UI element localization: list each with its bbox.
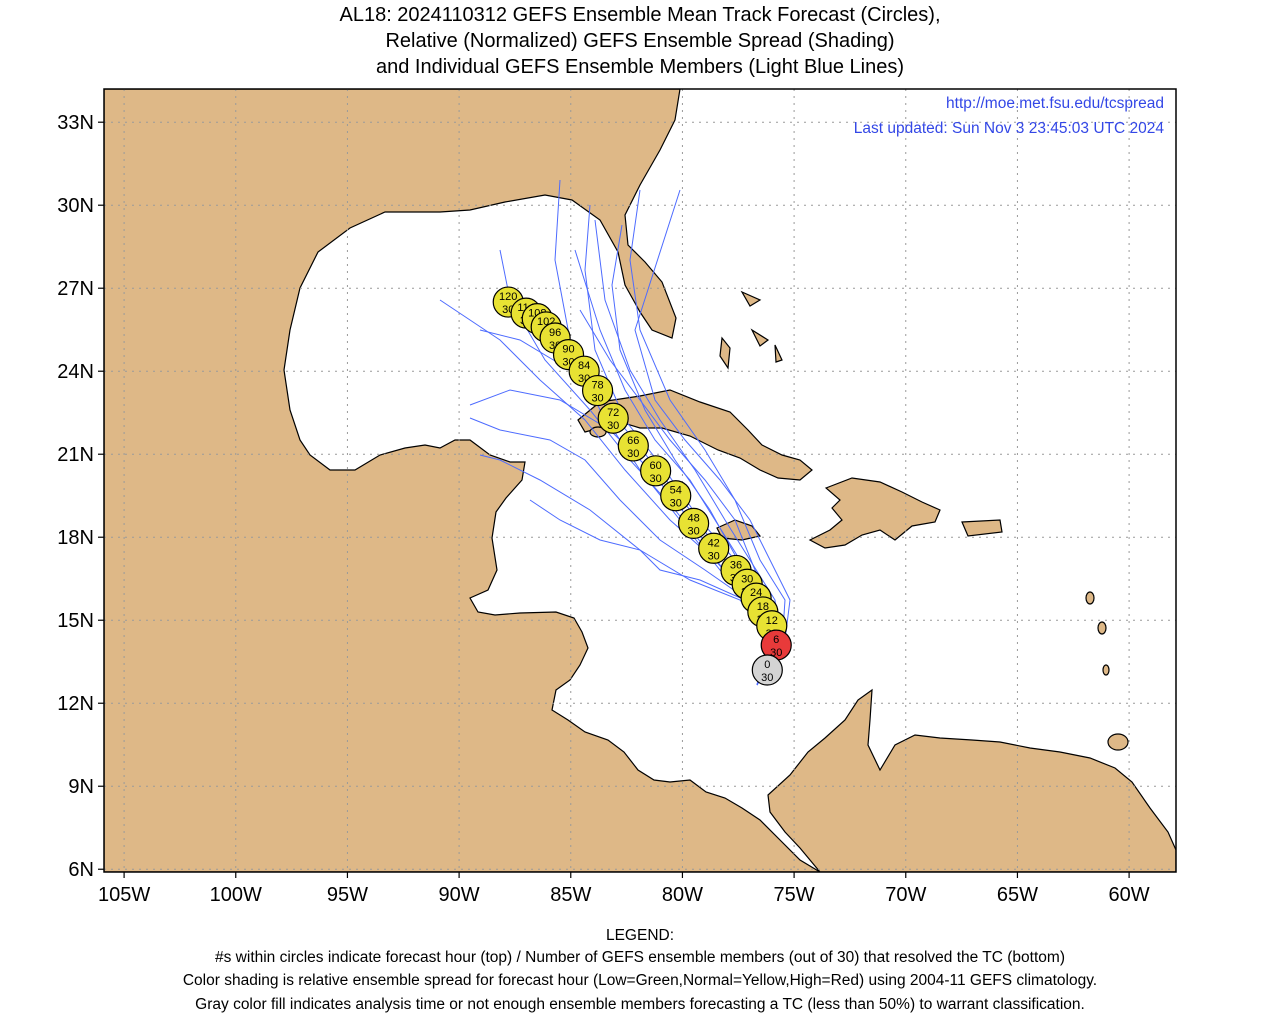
lon-label: 95W bbox=[327, 884, 368, 906]
track-circle bbox=[597, 402, 629, 434]
latitude-labels: 33N 30N 27N 24N 21N 18N 15N 12N 9N 6N bbox=[57, 112, 104, 881]
lon-label: 100W bbox=[210, 884, 262, 906]
last-updated: Last updated: Sun Nov 3 23:45:03 UTC 202… bbox=[854, 120, 1165, 137]
title-line-1: AL18: 2024110312 GEFS Ensemble Mean Trac… bbox=[339, 4, 941, 26]
forecast-hour: 60 bbox=[650, 460, 662, 472]
lat-label: 15N bbox=[57, 610, 94, 632]
member-count: 30 bbox=[687, 525, 699, 537]
member-count: 30 bbox=[708, 550, 720, 562]
track-circle bbox=[581, 374, 614, 407]
longitude-labels: 105W 100W 95W 90W 85W 80W 75W 70W 65W 60W bbox=[98, 872, 1150, 906]
track-circle bbox=[640, 455, 672, 487]
member-count: 30 bbox=[627, 448, 639, 460]
forecast-hour: 48 bbox=[687, 512, 699, 524]
grid bbox=[104, 89, 1176, 872]
lon-label: 70W bbox=[885, 884, 926, 906]
mean-track: 1203011430108301023096309030843078307230… bbox=[492, 286, 792, 686]
land-bahamas-2 bbox=[740, 290, 762, 307]
land-antilles-2 bbox=[1097, 621, 1107, 635]
title-line-3: and Individual GEFS Ensemble Members (Li… bbox=[375, 56, 905, 78]
forecast-hour: 24 bbox=[750, 587, 762, 599]
lat-label: 18N bbox=[57, 527, 94, 549]
lat-label: 12N bbox=[57, 693, 94, 715]
land-trinidad bbox=[1107, 733, 1129, 751]
land-hispaniola bbox=[808, 477, 941, 549]
track-circle bbox=[660, 480, 692, 512]
land-puerto-rico bbox=[961, 519, 1003, 537]
lat-label: 30N bbox=[57, 195, 94, 217]
track-circle bbox=[751, 654, 783, 686]
forecast-hour: 36 bbox=[730, 559, 742, 571]
forecast-hour: 78 bbox=[591, 380, 603, 392]
forecast-hour: 42 bbox=[708, 537, 720, 549]
member-count: 30 bbox=[591, 393, 603, 405]
lat-label: 24N bbox=[57, 361, 94, 383]
lon-label: 75W bbox=[774, 884, 815, 906]
forecast-hour: 12 bbox=[766, 615, 778, 627]
lon-label: 80W bbox=[662, 884, 703, 906]
land-south-america bbox=[767, 688, 1176, 872]
land-bahamas-1 bbox=[719, 336, 731, 370]
lat-label: 33N bbox=[57, 112, 94, 134]
forecast-hour: 30 bbox=[741, 573, 753, 585]
lon-label: 90W bbox=[439, 884, 480, 906]
title-line-2: Relative (Normalized) GEFS Ensemble Spre… bbox=[385, 30, 895, 52]
lat-label: 9N bbox=[68, 776, 94, 798]
member-count: 30 bbox=[670, 498, 682, 510]
credit-url[interactable]: http://moe.met.fsu.edu/tcspread bbox=[946, 95, 1164, 112]
land-layer bbox=[104, 89, 1176, 872]
legend-heading: LEGEND: bbox=[605, 927, 675, 944]
forecast-hour: 18 bbox=[757, 601, 769, 613]
legend-line-3: Gray color fill indicates analysis time … bbox=[195, 996, 1085, 1013]
forecast-hour: 90 bbox=[562, 344, 574, 356]
forecast-hour: 6 bbox=[773, 634, 779, 646]
lon-label: 60W bbox=[1109, 884, 1150, 906]
member-count: 30 bbox=[607, 420, 619, 432]
track-circle bbox=[617, 430, 649, 462]
land-north-america bbox=[104, 89, 822, 872]
forecast-hour: 72 bbox=[607, 407, 619, 419]
forecast-hour: 66 bbox=[627, 435, 639, 447]
forecast-hour: 54 bbox=[670, 485, 682, 497]
lon-label: 105W bbox=[98, 884, 150, 906]
track-point: 030 bbox=[751, 654, 783, 686]
land-bahamas-4 bbox=[774, 344, 783, 363]
lat-label: 21N bbox=[57, 444, 94, 466]
lon-label: 65W bbox=[997, 884, 1038, 906]
forecast-hour: 120 bbox=[499, 291, 517, 303]
legend-line-1: #s within circles indicate forecast hour… bbox=[215, 949, 1065, 966]
member-count: 30 bbox=[761, 672, 773, 684]
land-antilles-1 bbox=[1085, 591, 1095, 605]
lat-label: 27N bbox=[57, 278, 94, 300]
land-bahamas-3 bbox=[750, 328, 770, 347]
lon-label: 85W bbox=[550, 884, 591, 906]
track-circle bbox=[677, 507, 710, 539]
legend-line-2: Color shading is relative ensemble sprea… bbox=[182, 972, 1098, 989]
lat-label: 6N bbox=[68, 859, 94, 881]
forecast-hour: 96 bbox=[549, 327, 561, 339]
forecast-hour: 84 bbox=[578, 360, 590, 372]
member-count: 30 bbox=[650, 473, 662, 485]
map-frame bbox=[103, 88, 1177, 873]
track-point: 630 bbox=[760, 629, 792, 661]
track-circle bbox=[698, 532, 730, 564]
land-antilles-3 bbox=[1102, 664, 1110, 676]
forecast-hour: 0 bbox=[764, 659, 770, 671]
